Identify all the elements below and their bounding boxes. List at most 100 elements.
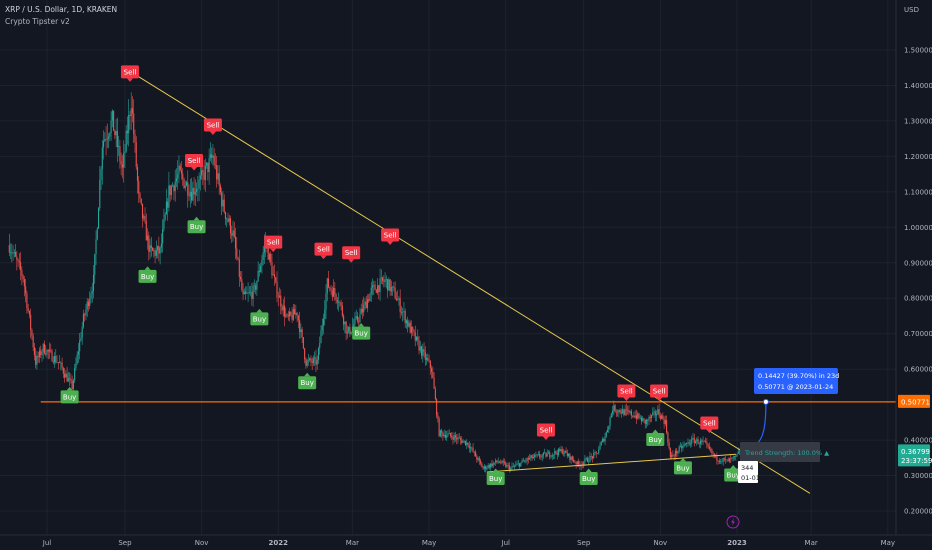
candle-body <box>604 436 606 442</box>
candle-body <box>486 467 488 470</box>
lightning-bolt-shape <box>731 518 735 526</box>
buy-signal[interactable]: Buy <box>486 468 505 485</box>
candle-body <box>487 465 489 468</box>
buy-signal[interactable]: Buy <box>579 468 598 485</box>
indicator-title[interactable]: Crypto Tipster v2 <box>5 17 70 26</box>
candle-body <box>638 413 640 419</box>
descending-trendline[interactable] <box>129 70 811 494</box>
candle-body <box>606 429 609 433</box>
sell-signal[interactable]: Sell <box>617 384 636 402</box>
candle-body <box>187 182 189 196</box>
candle-body <box>211 154 213 158</box>
candle-body <box>218 173 220 186</box>
candle-body <box>11 252 13 254</box>
sell-label-pointer <box>209 131 216 136</box>
candle-body <box>395 298 397 301</box>
candle-body <box>263 245 265 253</box>
candle-body <box>275 277 277 282</box>
candle-body <box>113 110 115 131</box>
sell-signal[interactable]: Sell <box>536 423 555 441</box>
sell-signal[interactable]: Sell <box>314 242 333 260</box>
cursor-price-label[interactable] <box>738 461 758 483</box>
trend-strength-box[interactable] <box>740 442 820 462</box>
buy-signal[interactable]: Buy <box>187 216 206 234</box>
level-price-tag[interactable] <box>898 394 930 408</box>
candle-body <box>23 279 25 287</box>
candle-body <box>540 456 542 458</box>
sell-signal[interactable]: Sell <box>700 416 719 433</box>
candle-body <box>530 455 532 458</box>
candle-body <box>43 343 46 354</box>
candle-body <box>185 182 188 186</box>
sell-signal[interactable]: Sell <box>264 235 283 253</box>
candle-body <box>485 466 487 470</box>
candle-body <box>647 419 649 421</box>
candle-body <box>639 417 641 419</box>
price-tick-label: 0.90000 <box>904 259 932 267</box>
time-axis[interactable]: Jul Sep Nov 2022 Mar May Jul Sep Nov 2023 Mar May <box>42 539 895 547</box>
candle-body <box>229 218 232 234</box>
buy-label-box <box>646 432 665 446</box>
candle-body <box>74 368 76 381</box>
sell-signal[interactable]: Sell <box>342 246 361 263</box>
lightning-icon[interactable] <box>726 515 740 529</box>
candle-body <box>321 325 323 331</box>
candle-body <box>679 445 681 447</box>
projection-info-box[interactable] <box>754 368 838 394</box>
candle-body <box>658 409 660 416</box>
candle-body <box>289 311 291 317</box>
time-tick-label: 2022 <box>269 539 289 547</box>
buy-signal[interactable]: Buy <box>138 266 157 283</box>
candle-body <box>196 189 198 192</box>
candle-body <box>281 306 283 311</box>
candle-body <box>198 179 200 189</box>
candle-body <box>373 284 375 286</box>
candle-body <box>310 358 312 362</box>
sell-label-text: Sell <box>207 122 220 130</box>
support-trendline[interactable] <box>486 453 736 473</box>
sell-signal[interactable]: Sell <box>203 118 222 136</box>
buy-signal[interactable]: Buy <box>673 457 692 475</box>
candle-body <box>400 312 402 313</box>
price-axis[interactable]: 1.50000 1.40000 1.30000 1.20000 1.10000 1.000… <box>898 47 932 516</box>
candle-body <box>649 416 651 419</box>
candle-body <box>449 432 451 436</box>
buy-signal[interactable]: Buy <box>724 464 743 482</box>
time-tick-label: Jul <box>501 539 511 547</box>
candle-body <box>666 420 668 433</box>
candle-body <box>203 172 205 180</box>
candle-body <box>429 360 431 369</box>
buy-signal[interactable]: Buy <box>352 323 371 340</box>
projection-target-dot[interactable] <box>762 398 769 405</box>
buy-signal[interactable]: Buy <box>250 308 269 326</box>
sell-signal[interactable]: Sell <box>185 154 204 171</box>
sell-signal[interactable]: Sell <box>120 65 139 82</box>
candle-body <box>341 305 343 316</box>
current-price-text: 0.36799 <box>901 448 930 456</box>
candle-body <box>420 346 423 356</box>
sell-label-pointer <box>623 397 630 402</box>
candle-body <box>394 288 396 299</box>
candle-body <box>104 138 106 142</box>
buy-signal[interactable]: Buy <box>298 372 317 390</box>
buy-signal[interactable]: Buy <box>646 429 665 446</box>
candle-body <box>150 245 152 249</box>
sell-signal[interactable]: Sell <box>650 384 669 402</box>
candle-body <box>209 154 211 158</box>
candle-body <box>610 413 612 418</box>
sell-signal[interactable]: Sell <box>381 228 400 245</box>
candle-body <box>519 463 521 467</box>
current-price-tag[interactable] <box>898 444 930 467</box>
candle-body <box>105 138 107 140</box>
buy-signal[interactable]: Buy <box>60 386 79 404</box>
candle-body <box>707 443 709 447</box>
candle-body <box>237 257 239 260</box>
candle-body <box>630 411 632 416</box>
candle-body <box>33 347 35 356</box>
symbol-title[interactable]: XRP / U.S. Dollar, 1D, KRAKEN <box>5 5 118 14</box>
candle-body <box>674 450 676 457</box>
candle-body <box>437 415 439 419</box>
candle-body <box>84 314 86 316</box>
candle-body <box>556 453 558 455</box>
